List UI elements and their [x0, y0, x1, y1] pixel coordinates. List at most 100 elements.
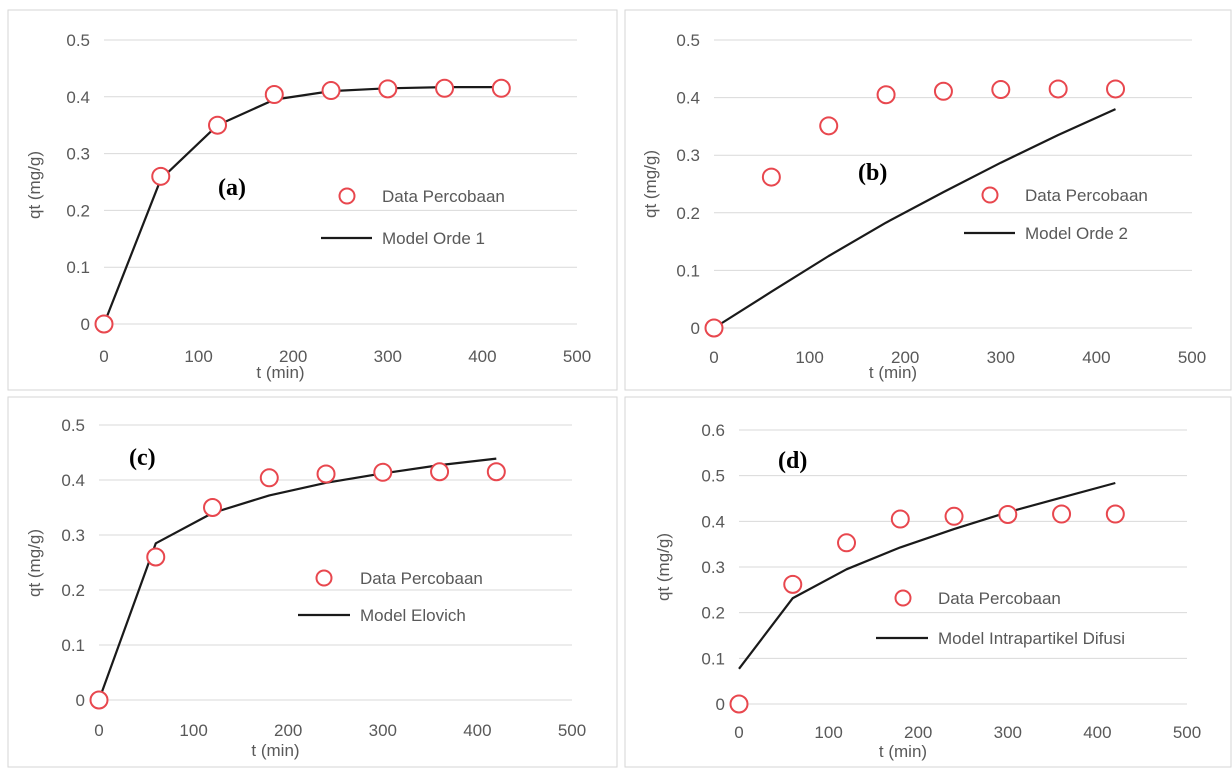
x-tick-label: 300 [369, 721, 397, 740]
data-point [783, 574, 803, 594]
x-tick-label: 400 [1082, 348, 1110, 367]
data-point [1106, 79, 1126, 99]
x-tick-label: 200 [279, 347, 307, 366]
panel-label: (b) [858, 160, 887, 186]
y-tick-label: 0.4 [676, 89, 700, 108]
data-point [837, 533, 857, 553]
data-point [435, 78, 455, 98]
data-point [933, 81, 953, 101]
legend-label: Model Elovich [360, 606, 466, 625]
panel-frame [7, 396, 618, 768]
y-tick-label: 0.3 [66, 145, 90, 164]
data-point [430, 462, 450, 482]
y-tick-label: 0.2 [66, 201, 90, 220]
legend-marker [315, 569, 333, 587]
y-tick-label: 0.3 [676, 146, 700, 165]
data-point [729, 694, 749, 714]
y-tick-label: 0 [81, 315, 90, 334]
x-tick-label: 400 [463, 721, 491, 740]
x-axis-title: t (min) [256, 363, 304, 382]
panel-label: (d) [778, 448, 807, 474]
y-tick-label: 0.5 [61, 416, 85, 435]
x-tick-label: 100 [814, 723, 842, 742]
y-tick-label: 0 [76, 691, 85, 710]
y-tick-label: 0.4 [61, 471, 85, 490]
x-tick-label: 500 [558, 721, 586, 740]
legend-marker [338, 187, 356, 205]
data-point [203, 498, 223, 517]
data-point [146, 547, 166, 567]
x-axis-title: t (min) [251, 741, 299, 760]
y-tick-label: 0.5 [701, 467, 725, 486]
legend-label: Data Percobaan [382, 187, 505, 206]
y-tick-label: 0 [716, 695, 725, 714]
x-tick-label: 100 [179, 721, 207, 740]
x-tick-label: 0 [734, 723, 743, 742]
y-axis-title: qt (mg/g) [654, 533, 673, 601]
data-point [491, 78, 511, 98]
model-line [738, 481, 1116, 670]
x-tick-label: 0 [99, 347, 108, 366]
data-point [876, 85, 896, 105]
x-tick-label: 500 [1173, 723, 1201, 742]
data-point [1105, 504, 1125, 524]
y-axis-title: qt (mg/g) [641, 150, 660, 218]
data-point [316, 464, 336, 484]
legend-label: Model Orde 1 [382, 229, 485, 248]
x-tick-label: 400 [1083, 723, 1111, 742]
x-tick-label: 300 [374, 347, 402, 366]
chart-panel-4: 0 0.1 0.2 0.3 0.4 0.5 0.6 0 100 200 300 400 500 t (mi… [624, 396, 1232, 768]
data-point [151, 166, 171, 186]
x-tick-label: 0 [709, 348, 718, 367]
model-line [713, 108, 1116, 329]
y-tick-label: 0.2 [701, 604, 725, 623]
x-axis-title: t (min) [879, 742, 927, 761]
y-axis-title: qt (mg/g) [25, 529, 44, 597]
data-point [1048, 79, 1068, 99]
y-axis-title: qt (mg/g) [25, 151, 44, 219]
data-point [208, 115, 228, 135]
x-axis-title: t (min) [869, 363, 917, 382]
y-tick-label: 0.4 [66, 88, 90, 107]
x-tick-label: 400 [468, 347, 496, 366]
data-point [819, 116, 839, 136]
data-point [890, 509, 910, 529]
legend-label: Model Intrapartikel Difusi [938, 629, 1125, 648]
model-line [97, 457, 497, 701]
data-point [944, 506, 964, 526]
data-point [378, 79, 398, 99]
y-tick-label: 0.1 [701, 649, 725, 668]
y-tick-label: 0.1 [676, 261, 700, 280]
legend-label: Data Percobaan [1025, 186, 1148, 205]
x-tick-label: 100 [795, 348, 823, 367]
chart-panel-2: 0 0.1 0.2 0.3 0.4 0.5 0 100 200 300 400 500 t (min) q… [624, 9, 1232, 391]
x-tick-label: 500 [563, 347, 591, 366]
data-point [486, 462, 506, 482]
legend-label: Data Percobaan [938, 589, 1061, 608]
chart-panel-1: 0 0.1 0.2 0.3 0.4 0.5 0 100 200 300 400 500 t (min) q… [7, 9, 618, 391]
y-tick-label: 0.2 [61, 581, 85, 600]
chart-panel-3: 0 0.1 0.2 0.3 0.4 0.5 0 100 200 300 400 500 t (min) q… [7, 396, 618, 768]
data-point [998, 504, 1018, 524]
data-point [1052, 504, 1072, 524]
legend-label: Model Orde 2 [1025, 224, 1128, 243]
data-point [761, 167, 781, 187]
x-tick-label: 200 [904, 723, 932, 742]
panel-label: (a) [218, 175, 246, 201]
y-tick-label: 0.5 [676, 31, 700, 50]
panel-label: (c) [129, 445, 156, 471]
data-point [264, 85, 284, 105]
y-tick-label: 0.1 [66, 258, 90, 277]
data-point [373, 462, 393, 482]
legend-label: Data Percobaan [360, 569, 483, 588]
y-tick-label: 0.3 [61, 526, 85, 545]
y-tick-label: 0.3 [701, 558, 725, 577]
y-tick-label: 0.6 [701, 421, 725, 440]
y-tick-label: 0.1 [61, 636, 85, 655]
y-tick-label: 0 [691, 319, 700, 338]
data-point [321, 81, 341, 101]
x-tick-label: 200 [274, 721, 302, 740]
data-point [704, 318, 724, 338]
